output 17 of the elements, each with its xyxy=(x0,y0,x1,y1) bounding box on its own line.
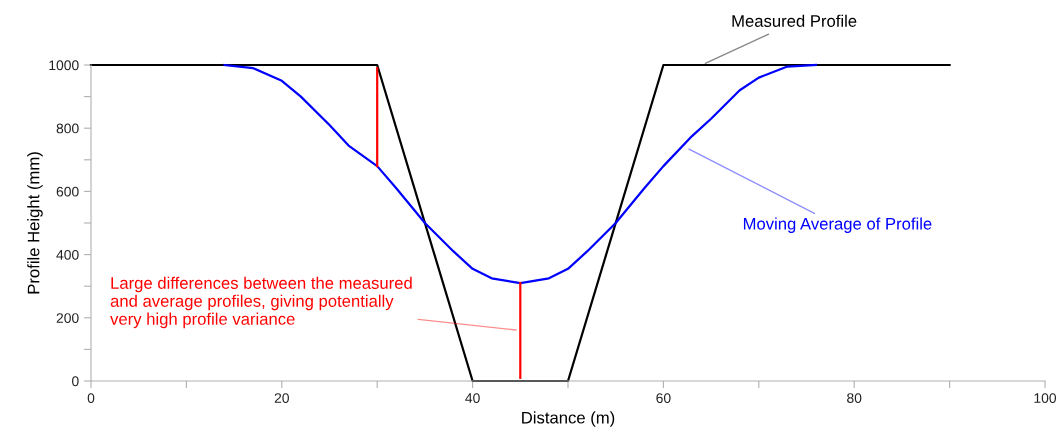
annotation: Large differences between the measured and average profiles, giving potentially very high profile variance xyxy=(110,276,412,329)
x-tick-label: 20 xyxy=(274,393,289,404)
x-tick-label: 60 xyxy=(656,393,671,404)
y-axis-title: Profile Height (mm) xyxy=(27,152,43,294)
y-tick-label: 600 xyxy=(56,186,79,197)
annotation: Measured Profile xyxy=(732,14,857,27)
x-tick-label: 0 xyxy=(87,393,95,404)
y-tick-label: 1000 xyxy=(49,60,79,71)
y-tick-label: 0 xyxy=(72,376,79,387)
y-tick-label: 800 xyxy=(56,123,79,134)
annotation: Moving Average of Profile xyxy=(743,217,932,233)
x-tick-label: 40 xyxy=(465,393,480,404)
x-tick-label: 80 xyxy=(847,393,862,404)
x-tick-label: 100 xyxy=(1034,393,1057,404)
y-tick-label: 200 xyxy=(56,313,79,323)
x-axis-title: Distance (m) xyxy=(522,411,615,427)
y-tick-label: 400 xyxy=(56,249,79,260)
